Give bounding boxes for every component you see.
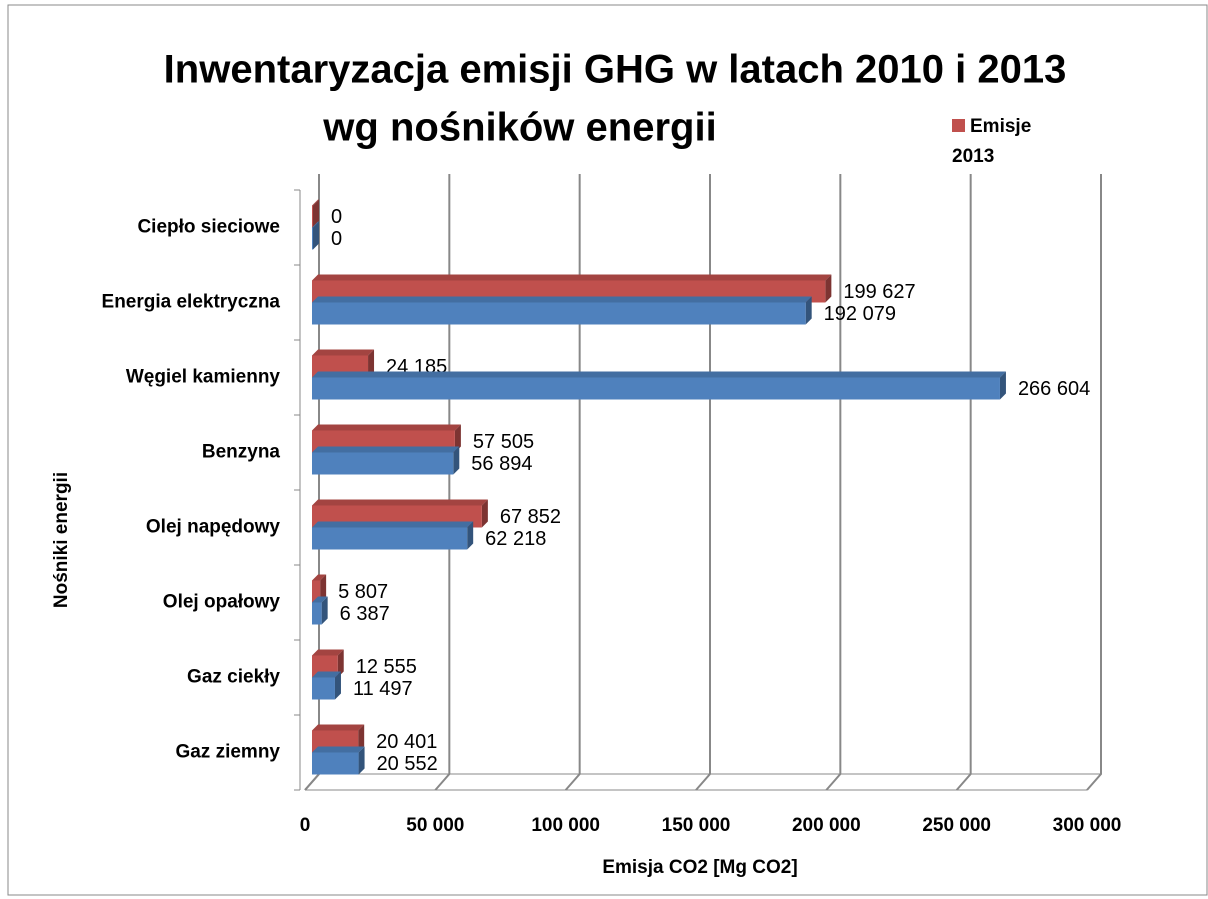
bar-top [312,424,461,431]
value-label: 20 552 [377,753,438,775]
value-label: 20 401 [376,731,437,753]
bar-top [312,596,328,603]
legend: Emisje 2013 [952,112,1042,172]
bar [312,302,806,325]
bar-top [312,649,344,656]
bar-side [334,671,341,700]
y-tick-label: Gaz ciekły [187,667,280,688]
y-tick-label: Energia elektryczna [102,292,281,313]
bar-top [312,574,327,581]
bar [312,227,313,250]
value-label: 0 [331,228,342,250]
chart-frame [7,4,1208,896]
value-label: 56 894 [471,453,532,475]
bar-top [312,521,474,528]
y-axis-title: Nośniki energii [51,472,72,608]
bar-top [312,221,319,228]
bar-side [805,296,812,325]
x-tick-label: 0 [300,815,311,836]
value-label: 11 497 [353,678,413,700]
y-tick-label: Olej opałowy [163,592,281,613]
bar-top [312,671,341,678]
bar-side [358,724,365,753]
bar-top [312,371,1006,378]
x-axis-title: Emisja CO2 [Mg CO2] [602,857,797,878]
bar [312,527,468,550]
bar-side [321,596,328,625]
bar [312,377,1000,400]
bar [312,452,454,475]
bar [312,580,321,603]
bar-top [312,746,365,753]
bar-side [368,349,375,378]
chart-title: wg nośników energii [322,106,716,150]
bar-side [825,274,832,303]
bar-side [467,521,474,550]
y-tick-label: Olej napędowy [146,517,281,538]
bar [312,677,335,700]
legend-label: Emisje 2013 [952,116,1032,167]
value-label: 12 555 [356,656,417,678]
bar-side [999,371,1006,400]
x-tick-label: 250 000 [922,815,991,836]
value-label: 67 852 [500,506,561,528]
value-label: 192 079 [824,303,896,325]
value-label: 6 387 [340,603,390,625]
bar-side [481,499,488,528]
y-tick-label: Ciepło sieciowe [137,217,280,238]
bar-top [312,199,319,206]
legend-swatch [952,119,965,132]
value-label: 5 807 [338,581,388,603]
x-tick-label: 300 000 [1053,815,1122,836]
value-label: 57 505 [473,431,534,453]
value-label: 0 [331,206,342,228]
value-label: 62 218 [485,528,546,550]
y-tick-label: Węgiel kamienny [126,367,281,388]
bar-side [454,424,461,453]
chart-title: Inwentaryzacja emisji GHG w latach 2010 … [164,48,1067,92]
bar-side [453,446,460,475]
y-tick-label: Benzyna [202,442,281,463]
bar-side [313,199,319,228]
value-label: 266 604 [1018,378,1090,400]
y-tick-label: Gaz ziemny [175,742,280,763]
bar [312,752,359,775]
x-tick-label: 50 000 [406,815,464,836]
bar-top [312,274,832,281]
bar-top [312,724,365,731]
bar-side [337,649,344,678]
bar-top [312,349,375,356]
bar [312,205,313,228]
x-tick-label: 150 000 [662,815,731,836]
bar-side [313,221,319,250]
bar-top [312,499,488,506]
x-tick-label: 100 000 [531,815,600,836]
value-label: 199 627 [843,281,915,303]
x-tick-label: 200 000 [792,815,861,836]
bar-top [312,296,812,303]
bar-side [320,574,327,603]
bar-side [358,746,365,775]
bar-top [312,446,460,453]
grid-line [1086,174,1102,791]
bar [312,602,322,625]
